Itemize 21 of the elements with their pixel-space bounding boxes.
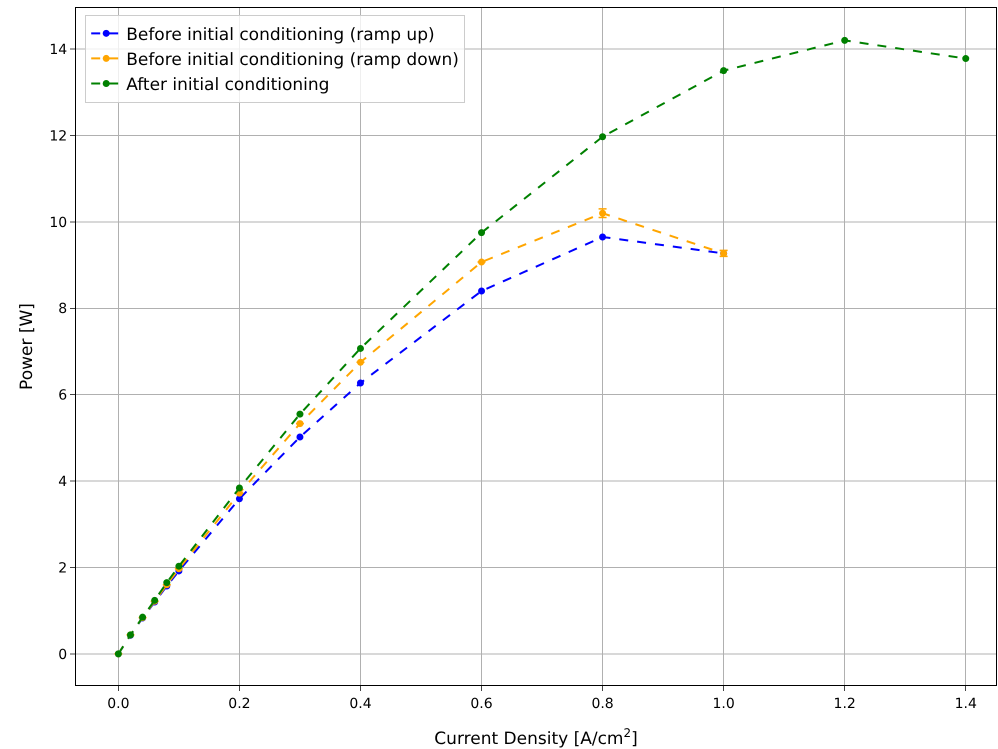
- y-tick-label: 8: [58, 301, 68, 318]
- x-tick-label: 0.2: [228, 696, 251, 712]
- x-tick-label: 0.4: [349, 696, 372, 712]
- legend-label: Before initial conditioning (ramp up): [126, 24, 435, 45]
- x-axis-title: Current Density [A/cm$^{2}$]: [434, 726, 638, 749]
- y-tick-label: 14: [49, 42, 68, 58]
- y-tick-label: 2: [58, 560, 68, 576]
- x-tick-label: 0.8: [591, 696, 614, 712]
- x-tick-label: 1.0: [712, 696, 735, 712]
- x-tick-label: 0.0: [107, 696, 130, 712]
- x-tick-label: 1.4: [954, 696, 977, 712]
- y-tick-label: 6: [58, 388, 68, 404]
- y-axis-title: Power [W]: [17, 303, 37, 390]
- y-tick-label: 12: [49, 128, 68, 144]
- legend-label: Before initial conditioning (ramp down): [126, 50, 459, 70]
- y-tick-label: 0: [58, 646, 68, 663]
- y-tick-label: 4: [58, 474, 68, 490]
- legend-label: After initial conditioning: [126, 75, 330, 96]
- x-tick-label: 1.2: [834, 696, 856, 712]
- x-tick-label: 0.6: [470, 696, 493, 712]
- y-tick-label: 10: [49, 214, 68, 231]
